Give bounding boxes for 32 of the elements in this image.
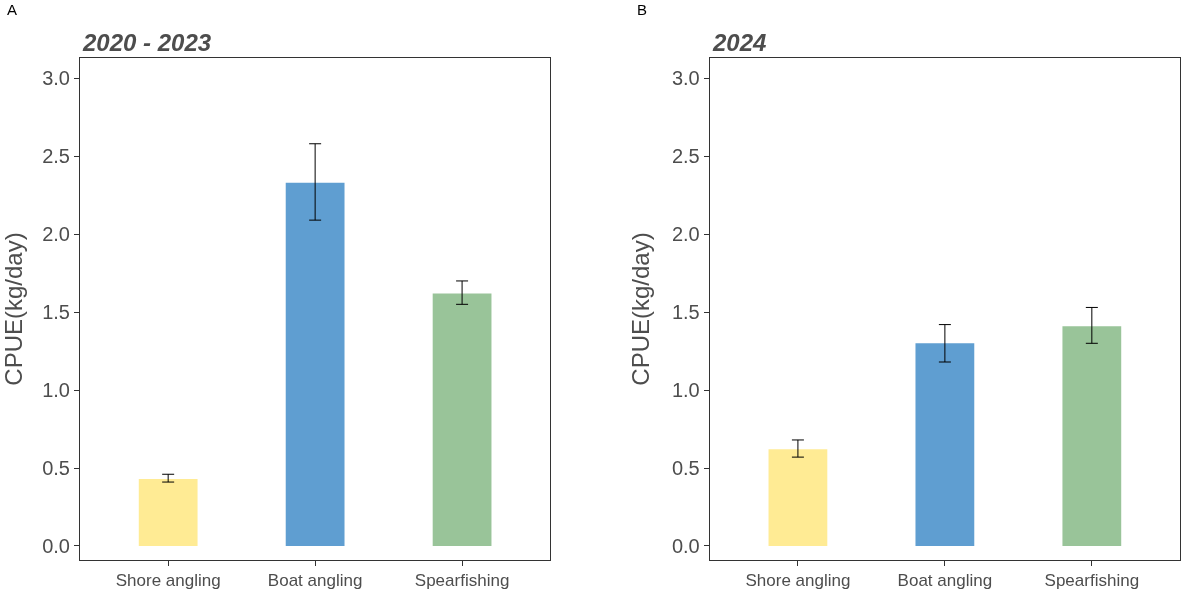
y-tick-label: 2.5 <box>671 145 700 168</box>
y-axis-title: CPUE(kg/day) <box>627 232 655 386</box>
y-tick-label: 0.5 <box>42 457 70 480</box>
y-tick-label: 1.0 <box>42 379 70 402</box>
x-tick-label: Spearfishing <box>1044 571 1140 591</box>
bar <box>138 478 198 546</box>
x-tick-label: Boat angling <box>267 571 363 591</box>
bar <box>915 343 975 546</box>
bar <box>1062 326 1122 546</box>
bar <box>285 182 345 546</box>
text: B <box>637 1 648 18</box>
bar <box>768 449 828 546</box>
y-tick-label: 1.5 <box>671 301 700 324</box>
y-tick-label: 1.0 <box>671 379 700 402</box>
y-tick-label: 0.0 <box>671 534 700 557</box>
x-tick-label: Shore angling <box>745 571 851 591</box>
y-tick-label: 0.0 <box>42 534 70 557</box>
y-axis-title: CPUE(kg/day) <box>0 232 27 386</box>
y-tick-label: 3.0 <box>42 67 70 90</box>
y-tick-label: 2.5 <box>42 145 70 168</box>
text: A <box>7 1 18 18</box>
y-tick-label: 2.0 <box>671 223 700 246</box>
y-tick-label: 3.0 <box>671 67 700 90</box>
chart-title: 2024 <box>712 29 767 56</box>
x-tick-label: Boat angling <box>897 571 993 591</box>
y-tick-label: 1.5 <box>42 301 70 324</box>
bar <box>432 293 492 546</box>
y-tick-label: 2.0 <box>42 223 70 246</box>
x-tick-label: Shore angling <box>115 571 221 591</box>
y-tick-label: 0.5 <box>671 457 700 480</box>
x-tick-label: Spearfishing <box>414 571 510 591</box>
chart-title: 2020 - 2023 <box>82 29 212 56</box>
